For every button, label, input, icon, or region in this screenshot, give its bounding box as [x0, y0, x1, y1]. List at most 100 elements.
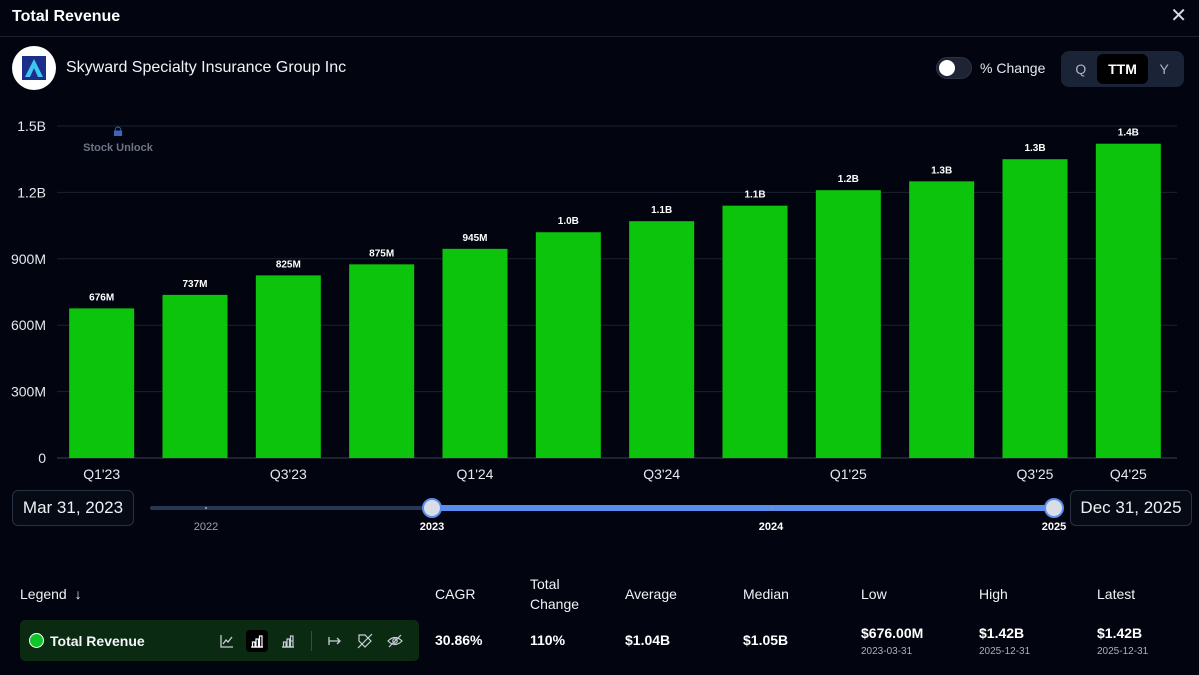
- range-start-date[interactable]: Mar 31, 2023: [12, 490, 134, 526]
- low-date: 2023-03-31: [861, 646, 913, 657]
- period-y-button[interactable]: Y: [1159, 61, 1169, 77]
- y-tick-label: 900M: [11, 251, 46, 267]
- lock-icon: 🔒︎: [113, 120, 123, 140]
- x-tick-label: Q3'24: [643, 466, 680, 482]
- low-value: $676.00M: [861, 625, 924, 641]
- year-label: 2022: [193, 521, 219, 533]
- high-header: High: [979, 586, 1008, 602]
- series-color-dot: [29, 633, 44, 648]
- modal-header: Total Revenue ✕: [0, 0, 1199, 37]
- x-tick-label: Q3'23: [270, 466, 307, 482]
- average-value: $1.04B: [625, 632, 671, 648]
- average-header: Average: [625, 586, 677, 602]
- bar: [442, 248, 508, 458]
- bar: [722, 205, 788, 458]
- year-label: 2025: [1041, 521, 1067, 533]
- arrow-right-to-line-icon[interactable]: [324, 630, 346, 652]
- year-tick: [771, 507, 773, 509]
- bar: [535, 232, 601, 458]
- bar-data-label: 825M: [276, 259, 301, 270]
- bar-chart-glyph: [251, 635, 263, 648]
- range-end-date[interactable]: Dec 31, 2025: [1070, 490, 1192, 526]
- period-q-button[interactable]: Q: [1075, 61, 1087, 77]
- tag-off-icon[interactable]: [354, 630, 376, 652]
- low-header: Low: [861, 586, 887, 602]
- bar: [629, 221, 695, 458]
- year-tick: [205, 507, 207, 509]
- bar: [815, 190, 881, 458]
- bar-data-label: 1.3B: [931, 165, 952, 176]
- pct-change-label: % Change: [980, 60, 1046, 76]
- stacked-bar-icon[interactable]: [277, 630, 299, 652]
- bar-data-label: 737M: [182, 279, 207, 290]
- company-logo: [12, 46, 56, 90]
- legend-divider: [311, 631, 312, 651]
- line-chart-icon[interactable]: [216, 630, 238, 652]
- x-tick-label: Q1'24: [457, 466, 494, 482]
- bar-data-label: 875M: [369, 248, 394, 259]
- y-tick-label: 0: [38, 450, 46, 466]
- range-end-handle[interactable]: [1044, 498, 1064, 518]
- total-change-header: Total Change: [530, 576, 580, 612]
- eye-off-icon[interactable]: [384, 630, 406, 652]
- cagr-header: CAGR: [435, 586, 476, 602]
- toggle-knob: [939, 60, 955, 76]
- bar-data-label: 1.1B: [744, 190, 765, 201]
- bar: [162, 294, 228, 458]
- x-tick-label: Q1'23: [83, 466, 120, 482]
- bar-data-label: 676M: [89, 292, 114, 303]
- range-slider-selected: [432, 505, 1054, 511]
- period-ttm-button[interactable]: TTM: [1096, 54, 1149, 84]
- latest-date: 2025-12-31: [1097, 646, 1149, 657]
- total-change-value: 110%: [530, 632, 566, 648]
- bar: [909, 181, 975, 458]
- revenue-bar-chart: 0 300M 600M 900M 1.2B 1.5B 676M Q1'23 737M 825M Q3…: [11, 118, 1177, 482]
- line-chart-glyph: [220, 635, 233, 648]
- arrow-right-glyph: [328, 637, 341, 645]
- bar-data-label: 945M: [462, 233, 487, 244]
- legend-series-row[interactable]: Total Revenue: [20, 620, 419, 661]
- company-logo-icon: [22, 56, 46, 80]
- legend-header[interactable]: Legend ↓: [20, 586, 82, 602]
- x-tick-label: Q3'25: [1017, 466, 1054, 482]
- cagr-value: 30.86%: [435, 632, 483, 648]
- period-selector: Q TTM Y: [1061, 51, 1184, 87]
- y-tick-label: 300M: [11, 384, 46, 400]
- median-header: Median: [743, 586, 789, 602]
- y-tick-label: 1.2B: [17, 184, 46, 200]
- company-header: Skyward Specialty Insurance Group Inc: [12, 46, 346, 90]
- watermark: 🔒︎ Stock Unlock: [78, 120, 158, 154]
- latest-header: Latest: [1097, 586, 1136, 602]
- tag-off-glyph: [357, 633, 373, 649]
- bar-data-label: 1.2B: [838, 174, 859, 185]
- bar: [1002, 159, 1068, 458]
- latest-value: $1.42B: [1097, 625, 1143, 641]
- company-name: Skyward Specialty Insurance Group Inc: [66, 59, 347, 76]
- high-date: 2025-12-31: [979, 646, 1031, 657]
- high-value: $1.42B: [979, 625, 1025, 641]
- bar-data-label: 1.3B: [1024, 143, 1045, 154]
- bar-data-label: 1.1B: [651, 205, 672, 216]
- y-tick-label: 600M: [11, 317, 46, 333]
- eye-off-glyph: [387, 634, 403, 648]
- bar: [69, 308, 135, 458]
- arrow-down-icon: ↓: [74, 586, 82, 602]
- bar: [349, 264, 415, 458]
- bar: [1095, 143, 1161, 458]
- bar: [255, 275, 321, 458]
- y-tick-label: 1.5B: [17, 118, 46, 134]
- series-name: Total Revenue: [50, 632, 145, 649]
- close-icon[interactable]: ✕: [1170, 5, 1187, 27]
- stacked-bar-glyph: [282, 635, 294, 648]
- bar-chart-icon[interactable]: [246, 630, 268, 652]
- modal-title: Total Revenue: [12, 8, 121, 25]
- range-start-handle[interactable]: [422, 498, 442, 518]
- pct-change-toggle[interactable]: [936, 57, 972, 79]
- year-label: 2023: [419, 521, 445, 533]
- pct-change-toggle-group: % Change: [936, 57, 1045, 79]
- bar-data-label: 1.0B: [558, 216, 579, 227]
- median-value: $1.05B: [743, 632, 789, 648]
- bar-data-label: 1.4B: [1118, 128, 1139, 139]
- year-label: 2024: [758, 521, 784, 533]
- watermark-text: Stock Unlock: [83, 142, 153, 154]
